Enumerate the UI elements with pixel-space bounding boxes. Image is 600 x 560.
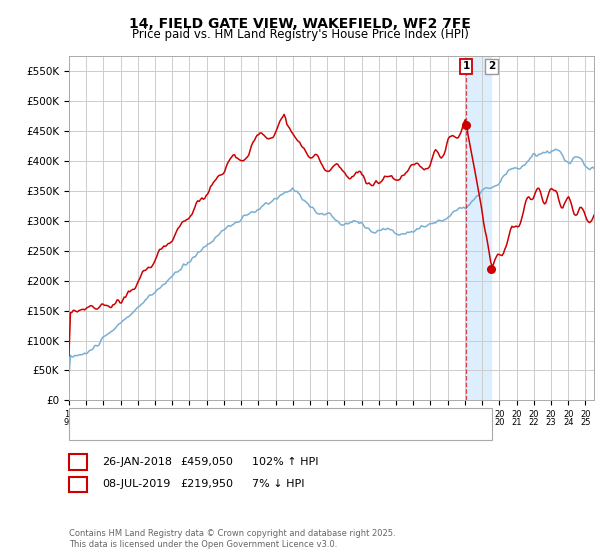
Text: 14, FIELD GATE VIEW, WAKEFIELD, WF2 7FE: 14, FIELD GATE VIEW, WAKEFIELD, WF2 7FE: [129, 17, 471, 31]
Text: 1: 1: [74, 457, 82, 467]
Text: £459,050: £459,050: [180, 457, 233, 467]
Text: Contains HM Land Registry data © Crown copyright and database right 2025.
This d: Contains HM Land Registry data © Crown c…: [69, 529, 395, 549]
Text: £219,950: £219,950: [180, 479, 233, 489]
Text: 14, FIELD GATE VIEW, WAKEFIELD, WF2 7FE (detached house): 14, FIELD GATE VIEW, WAKEFIELD, WF2 7FE …: [112, 409, 434, 418]
Text: 26-JAN-2018: 26-JAN-2018: [102, 457, 172, 467]
Bar: [466, 56, 491, 400]
Text: 102% ↑ HPI: 102% ↑ HPI: [252, 457, 319, 467]
Text: 08-JUL-2019: 08-JUL-2019: [102, 479, 170, 489]
Text: 2: 2: [488, 61, 495, 71]
Text: 1: 1: [463, 61, 470, 71]
Text: 7% ↓ HPI: 7% ↓ HPI: [252, 479, 305, 489]
Text: 2: 2: [74, 479, 82, 489]
Text: HPI: Average price, detached house, Wakefield: HPI: Average price, detached house, Wake…: [112, 424, 356, 434]
Text: Price paid vs. HM Land Registry's House Price Index (HPI): Price paid vs. HM Land Registry's House …: [131, 28, 469, 41]
